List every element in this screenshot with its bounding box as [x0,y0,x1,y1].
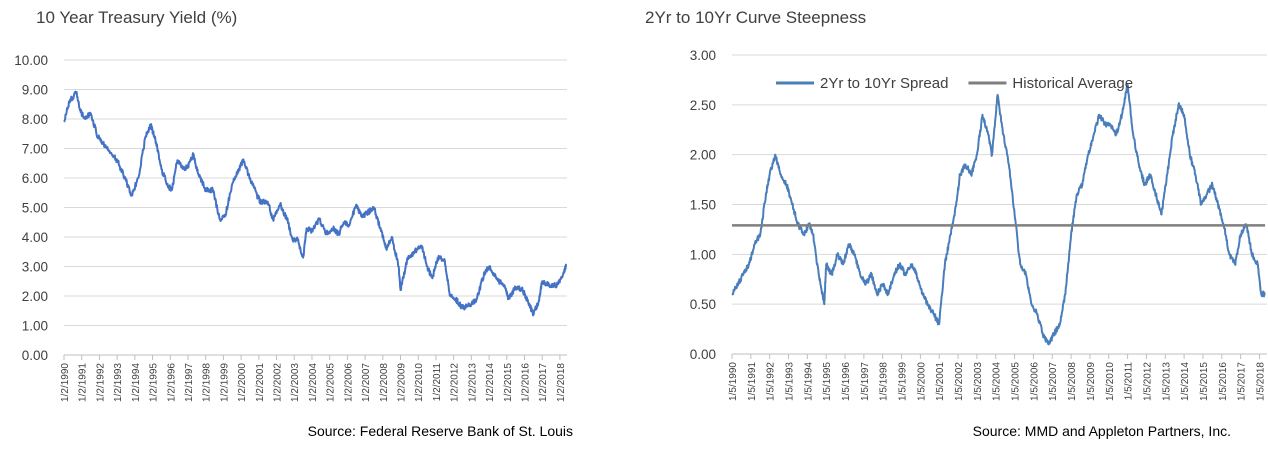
x-tick-label: 1/5/2005 [1011,362,1022,401]
y-tick-label: 0.00 [690,347,716,362]
x-tick-label: 1/2/2017 [538,363,549,402]
x-tick-label: 1/2/2008 [379,363,390,402]
y-tick-label: 5.00 [22,201,48,216]
x-tick-label: 1/2/2001 [255,363,266,402]
x-tick-label: 1/5/2013 [1161,362,1172,401]
x-tick-label: 1/5/1992 [766,362,777,401]
x-tick-label: 1/5/1990 [728,362,739,401]
y-tick-label: 2.50 [690,98,716,113]
x-tick-label: 1/2/1994 [131,363,142,402]
x-tick-label: 1/5/1993 [785,362,796,401]
x-tick-label: 1/5/2011 [1124,362,1135,401]
x-tick-label: 1/2/1993 [113,363,124,402]
x-tick-label: 1/2/1990 [60,363,71,402]
x-tick-label: 1/2/1999 [219,363,230,402]
y-tick-label: 3.00 [690,48,716,63]
x-tick-label: 1/5/2006 [1029,362,1040,401]
x-tick-label: 1/2/2003 [290,363,301,402]
y-tick-label: 1.00 [22,319,48,334]
y-tick-label: 2.00 [690,148,716,163]
x-tick-label: 1/2/2012 [450,363,461,402]
curve-steepness-chart-panel: 2Yr to 10Yr Curve Steepness 0.00 0.50 1.00… [634,0,1268,453]
x-tick-label: 1/2/1995 [149,363,160,402]
x-tick-label: 1/2/2006 [343,363,354,402]
x-tick-label: 1/5/2015 [1199,362,1210,401]
x-tick-label: 1/5/2017 [1237,362,1248,401]
x-tick-label: 1/5/2007 [1048,362,1059,401]
x-tick-label: 1/2/2004 [308,363,319,402]
curve-steepness-chart: 0.00 0.50 1.00 1.50 2.00 2.50 3.00 1/5/1990 1/5/… [690,48,1267,401]
x-tick-label: 1/2/1991 [78,363,89,402]
legend-label: Historical Average [1012,75,1133,92]
y-tick-label: 8.00 [22,112,48,127]
x-tick-label: 1/2/2011 [432,363,443,402]
x-tick-label: 1/5/1998 [879,362,890,401]
y-tick-label: 1.00 [690,247,716,262]
x-tick-label: 1/5/1991 [747,362,758,401]
x-tick-label: 1/5/2003 [973,362,984,401]
treasury-yield-chart: 0.00 1.00 2.00 3.00 4.00 5.00 6.00 7.00 8.00 9.00… [14,53,568,402]
x-tick-label: 1/2/2014 [485,363,496,402]
y-tick-label: 7.00 [22,142,48,157]
y-tick-label: 4.00 [22,230,48,245]
x-tick-label: 1/5/2002 [954,362,965,401]
x-tick-label: 1/5/2014 [1180,362,1191,401]
y-tick-label: 2.00 [22,289,48,304]
x-tick-label: 1/2/2005 [326,363,337,402]
y-tick-label: 3.00 [22,260,48,275]
x-tick-label: 1/5/2012 [1142,362,1153,401]
source-note: Source: Federal Reserve Bank of St. Loui… [307,423,573,439]
x-tick-label: 1/5/2008 [1067,362,1078,401]
x-tick-label: 1/2/1997 [184,363,195,402]
y-tick-label: 10.00 [14,53,48,68]
x-tick-label: 1/5/2001 [935,362,946,401]
x-tick-label: 1/2/2009 [397,363,408,402]
chart-title: 2Yr to 10Yr Curve Steepness [645,8,867,27]
x-tick-label: 1/2/1996 [166,363,177,402]
x-tick-label: 1/2/1992 [95,363,106,402]
x-tick-label: 1/2/2013 [467,363,478,402]
x-tick-label: 1/2/2018 [556,363,567,402]
y-tick-label: 6.00 [22,171,48,186]
x-tick-label: 1/5/2004 [992,362,1003,401]
x-tick-label: 1/5/1994 [803,362,814,401]
x-tick-label: 1/2/2015 [503,363,514,402]
x-tick-label: 1/2/2000 [237,363,248,402]
treasury-yield-chart-panel: 10 Year Treasury Yield (%) 0.00 1.00 2.00 3… [0,0,620,453]
x-tick-label: 1/2/2010 [414,363,425,402]
series-line [731,83,1266,346]
x-tick-label: 1/5/2018 [1255,362,1266,401]
y-tick-label: 9.00 [22,83,48,98]
legend-label: 2Yr to 10Yr Spread [820,75,948,92]
x-tick-label: 1/2/2016 [520,363,531,402]
x-tick-label: 1/2/2002 [273,363,284,402]
x-tick-label: 1/5/2000 [916,362,927,401]
x-tick-label: 1/2/1998 [202,363,213,402]
x-tick-label: 1/5/1997 [860,362,871,401]
series-line [63,90,568,317]
x-tick-label: 1/5/2010 [1105,362,1116,401]
chart-title: 10 Year Treasury Yield (%) [36,8,238,27]
x-tick-label: 1/5/1996 [841,362,852,401]
x-tick-label: 1/5/2016 [1218,362,1229,401]
y-tick-label: 1.50 [690,198,716,213]
x-tick-label: 1/5/2009 [1086,362,1097,401]
x-tick-label: 1/5/1999 [898,362,909,401]
x-tick-label: 1/2/2007 [361,363,372,402]
y-tick-label: 0.50 [690,297,716,312]
x-tick-label: 1/5/1995 [822,362,833,401]
source-note: Source: MMD and Appleton Partners, Inc. [972,423,1231,439]
y-tick-label: 0.00 [22,348,48,363]
